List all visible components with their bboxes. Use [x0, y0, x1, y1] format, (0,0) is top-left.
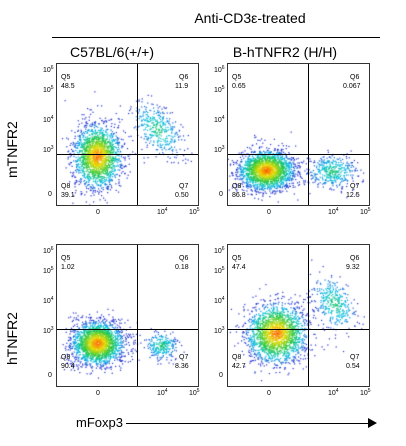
- quadrant-q8-value: 86.8: [232, 192, 246, 199]
- y-tick-label: 103: [214, 145, 225, 154]
- quadrant-q6-value: 0.18: [175, 264, 189, 271]
- density-dots: [57, 64, 198, 205]
- flow-plot-b-htnfr2-htnfr2: Q5 47.4 Q6 9.32 Q8 42.7 Q7 0.54: [227, 244, 370, 387]
- quadrant-q5-value: 48.5: [61, 83, 75, 90]
- y-tick-label: 106: [214, 65, 225, 74]
- x-tick-label: 0: [267, 390, 271, 397]
- quadrant-q8-value: 39.1: [61, 192, 75, 199]
- gate-vertical-line: [308, 245, 309, 386]
- y-tick-label: 103: [214, 326, 225, 335]
- quadrant-q8-name: Q8: [232, 183, 242, 190]
- y-tick-label: 105: [214, 266, 225, 275]
- column-label-b-htnfr2: B-hTNFR2 (H/H): [232, 44, 338, 60]
- quadrant-q6-name: Q6: [179, 74, 189, 81]
- x-tick-label: 0: [96, 390, 100, 397]
- quadrant-q7-name: Q7: [179, 183, 189, 190]
- quadrant-q5-name: Q5: [232, 74, 242, 81]
- title-underline: [52, 37, 380, 38]
- y-tick-label: 103: [43, 326, 54, 335]
- quadrant-q6-value: 9.32: [346, 264, 360, 271]
- x-tick-label: 105: [189, 207, 200, 216]
- y-tick-label: 105: [214, 85, 225, 94]
- y-tick-label: 104: [214, 296, 225, 305]
- x-tick-label: 104: [328, 388, 339, 397]
- y-tick-label: 0: [219, 372, 223, 379]
- quadrant-q6-name: Q6: [350, 255, 360, 262]
- x-tick-label: 105: [360, 388, 371, 397]
- y-tick-label: 104: [43, 115, 54, 124]
- quadrant-q8-value: 90.4: [61, 363, 75, 370]
- quadrant-q5-name: Q5: [232, 255, 242, 262]
- quadrant-q8-name: Q8: [61, 183, 71, 190]
- quadrant-q7-name: Q7: [350, 354, 360, 361]
- y-tick-label: 106: [43, 246, 54, 255]
- x-tick-label: 104: [157, 388, 168, 397]
- y-tick-label: 0: [48, 372, 52, 379]
- quadrant-q5-name: Q5: [61, 255, 71, 262]
- quadrant-q8-name: Q8: [232, 354, 242, 361]
- quadrant-q5-value: 1.02: [61, 264, 75, 271]
- y-tick-label: 105: [43, 85, 54, 94]
- flow-plot-c57bl6-mtnfr2: Q5 48.5 Q6 11.9 Q8 39.1 Q7 0.50: [56, 63, 199, 206]
- x-axis-label: mFoxp3: [76, 415, 123, 430]
- y-tick-label: 0: [48, 191, 52, 198]
- gate-vertical-line: [308, 64, 309, 205]
- quadrant-q6-value: 11.9: [175, 83, 189, 90]
- y-tick-label: 106: [214, 246, 225, 255]
- quadrant-q5-name: Q5: [61, 74, 71, 81]
- row-label-mtnfr2: mTNFR2: [4, 121, 20, 178]
- quadrant-q8-name: Q8: [61, 354, 71, 361]
- flow-plot-c57bl6-htnfr2: Q5 1.02 Q6 0.18 Q8 90.4 Q7 8.36: [56, 244, 199, 387]
- quadrant-q8-value: 42.7: [232, 363, 246, 370]
- density-dots: [228, 64, 369, 205]
- x-tick-label: 0: [96, 209, 100, 216]
- quadrant-q7-value: 8.36: [175, 363, 189, 370]
- y-tick-label: 104: [214, 115, 225, 124]
- y-tick-label: 106: [43, 65, 54, 74]
- x-tick-label: 104: [328, 207, 339, 216]
- quadrant-q7-value: 0.50: [175, 192, 189, 199]
- density-dots: [228, 245, 369, 386]
- quadrant-q7-value: 0.54: [346, 363, 360, 370]
- quadrant-q6-name: Q6: [350, 74, 360, 81]
- y-tick-label: 103: [43, 145, 54, 154]
- x-tick-label: 0: [267, 209, 271, 216]
- quadrant-q6-name: Q6: [179, 255, 189, 262]
- quadrant-q7-name: Q7: [179, 354, 189, 361]
- column-label-c57bl6: C57BL/6(+/+): [69, 44, 155, 60]
- gate-horizontal-line: [228, 154, 369, 155]
- gate-horizontal-line: [57, 329, 198, 330]
- flow-plot-b-htnfr2-mtnfr2: Q5 0.65 Q6 0.067 Q8 86.8 Q7 12.5: [227, 63, 370, 206]
- gate-vertical-line: [137, 64, 138, 205]
- gate-horizontal-line: [57, 154, 198, 155]
- quadrant-q7-value: 12.5: [346, 192, 360, 199]
- y-tick-label: 0: [219, 191, 223, 198]
- x-tick-label: 105: [189, 388, 200, 397]
- row-label-htnfr2: hTNFR2: [4, 312, 20, 365]
- y-tick-label: 105: [43, 266, 54, 275]
- quadrant-q6-value: 0.067: [343, 83, 361, 90]
- quadrant-q5-value: 47.4: [232, 264, 246, 271]
- x-tick-label: 105: [360, 207, 371, 216]
- gate-vertical-line: [137, 245, 138, 386]
- quadrant-q7-name: Q7: [350, 183, 360, 190]
- figure-title: Anti-CD3ε-treated: [194, 10, 306, 26]
- x-axis-arrow-head-icon: [368, 418, 377, 428]
- x-tick-label: 104: [157, 207, 168, 216]
- x-axis-arrow-line: [126, 423, 372, 424]
- gate-horizontal-line: [228, 329, 369, 330]
- density-dots: [57, 245, 198, 386]
- quadrant-q5-value: 0.65: [232, 83, 246, 90]
- y-tick-label: 104: [43, 296, 54, 305]
